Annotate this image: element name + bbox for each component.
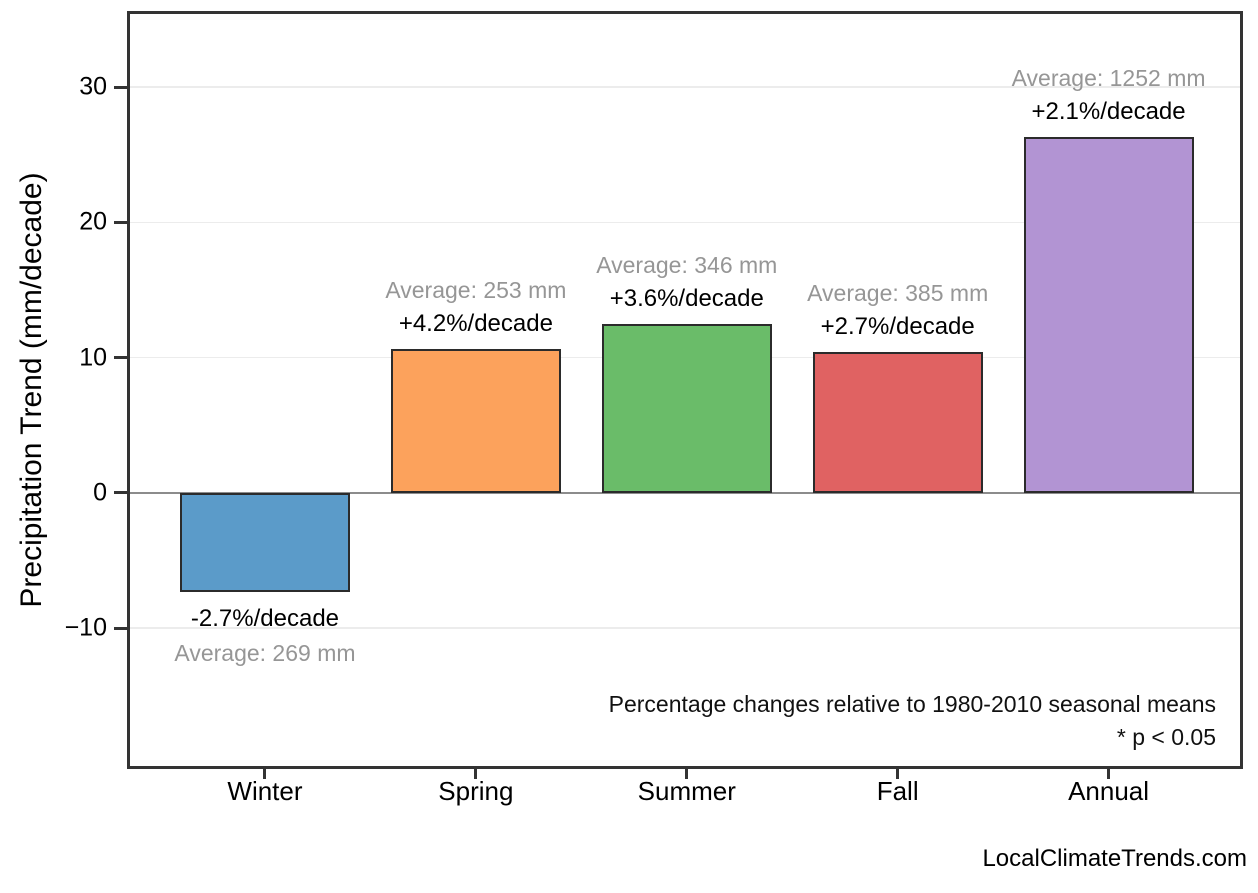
bar-label-annual: Average: 1252 mm +2.1%/decade xyxy=(1012,61,1206,129)
y-tick--10 xyxy=(114,626,127,630)
x-tick-annual xyxy=(1107,769,1111,779)
y-tick-label-10: 10 xyxy=(79,343,107,372)
bar-spring xyxy=(390,349,561,493)
x-tick-label-summer: Summer xyxy=(637,776,736,806)
y-tick-0 xyxy=(114,491,127,495)
gridline--10 xyxy=(130,627,1240,629)
plot-inner: Percentage changes relative to 1980-2010… xyxy=(130,14,1240,766)
x-tick-summer xyxy=(685,769,689,779)
annotation-significance: * p < 0.05 xyxy=(1116,724,1216,750)
y-tick-label--10: −10 xyxy=(64,613,107,642)
bar-label-percent-fall: +2.7%/decade xyxy=(820,313,975,341)
gridline-30 xyxy=(130,86,1240,88)
bar-summer xyxy=(601,323,772,493)
x-tick-spring xyxy=(474,769,478,779)
bar-label-percent-annual: +2.1%/decade xyxy=(1031,98,1186,126)
bar-label-average-fall: Average: 385 mm xyxy=(807,280,989,307)
y-axis-label: Precipitation Trend (mm/decade) xyxy=(15,172,48,608)
x-tick-label-winter: Winter xyxy=(227,776,303,806)
bar-label-percent-winter: -2.7%/decade xyxy=(190,604,340,632)
bar-fall xyxy=(812,352,983,493)
bar-label-spring: Average: 253 mm +4.2%/decade xyxy=(385,273,566,341)
bar-label-summer: Average: 346 mm +3.6%/decade xyxy=(596,248,777,316)
x-tick-label-fall: Fall xyxy=(876,776,919,806)
bar-label-average-winter: Average: 269 mm xyxy=(174,639,356,666)
y-tick-30 xyxy=(114,85,127,89)
watermark: LocalClimateTrends.com xyxy=(982,845,1247,872)
y-tick-label-20: 20 xyxy=(79,207,107,236)
bar-label-average-summer: Average: 346 mm xyxy=(596,251,778,278)
bar-label-percent-summer: +3.6%/decade xyxy=(609,284,764,312)
bar-label-fall: Average: 385 mm +2.7%/decade xyxy=(807,276,988,344)
zero-line xyxy=(130,491,1240,494)
x-tick-label-annual: Annual xyxy=(1068,776,1150,806)
bar-winter xyxy=(179,492,350,592)
bar-label-winter: -2.7%/decade Average: 269 mm xyxy=(174,602,355,670)
bar-label-average-spring: Average: 253 mm xyxy=(385,277,567,304)
annotation-note: Percentage changes relative to 1980-2010… xyxy=(608,691,1216,717)
y-tick-label-30: 30 xyxy=(79,72,107,101)
plot-area: Percentage changes relative to 1980-2010… xyxy=(127,11,1243,769)
x-tick-winter xyxy=(263,769,267,779)
x-tick-label-spring: Spring xyxy=(438,776,514,806)
y-tick-10 xyxy=(114,356,127,360)
chart-annotation: Percentage changes relative to 1980-2010… xyxy=(609,688,1216,754)
y-tick-20 xyxy=(114,220,127,224)
x-tick-fall xyxy=(896,769,900,779)
y-tick-label-0: 0 xyxy=(93,478,107,507)
bar-label-percent-spring: +4.2%/decade xyxy=(398,310,553,338)
bar-label-average-annual: Average: 1252 mm xyxy=(1011,65,1206,92)
gridline-20 xyxy=(130,221,1240,224)
bar-annual xyxy=(1023,137,1194,493)
